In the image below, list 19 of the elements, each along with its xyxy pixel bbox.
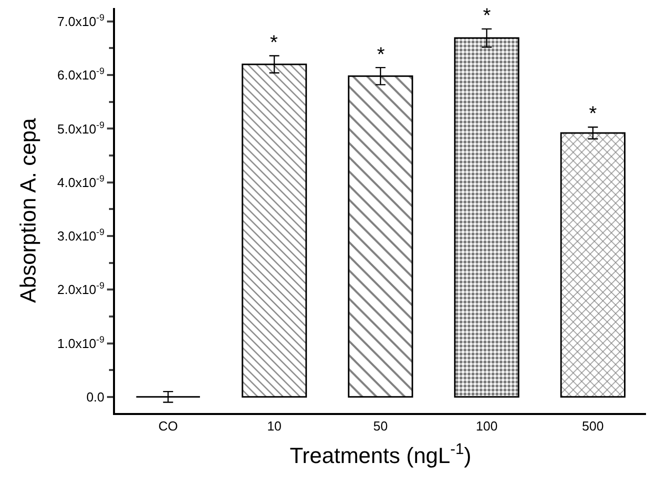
- y-axis-title: Absorption A. cepa: [16, 117, 41, 303]
- x-tick-label: 10: [267, 418, 282, 434]
- x-axis-title: Treatments (ngL$^{-1}$): [290, 440, 472, 468]
- y-tick-label: 5.0x10$^{-9}$: [57, 120, 104, 136]
- x-tick-label: 500: [582, 418, 604, 434]
- annotation: *: [589, 103, 597, 125]
- x-tick-label: 50: [373, 418, 388, 434]
- annotation: *: [270, 32, 278, 54]
- y-tick-label: 4.0x10$^{-9}$: [57, 173, 104, 190]
- x-tick-label: CO: [158, 418, 178, 434]
- annotation: *: [483, 5, 491, 27]
- y-tick-label: 1.0x10$^{-9}$: [57, 334, 104, 351]
- annotation: *: [377, 44, 385, 66]
- y-tick-label: 0.0: [86, 389, 104, 404]
- y-tick-label: 2.0x10$^{-9}$: [57, 280, 104, 298]
- y-tick-label: 7.0x10$^{-9}$: [57, 12, 104, 29]
- y-tick-label: 6.0x10$^{-9}$: [57, 66, 104, 83]
- x-tick-label: 100: [476, 418, 498, 434]
- y-tick-label: 3.0x10$^{-9}$: [57, 227, 104, 244]
